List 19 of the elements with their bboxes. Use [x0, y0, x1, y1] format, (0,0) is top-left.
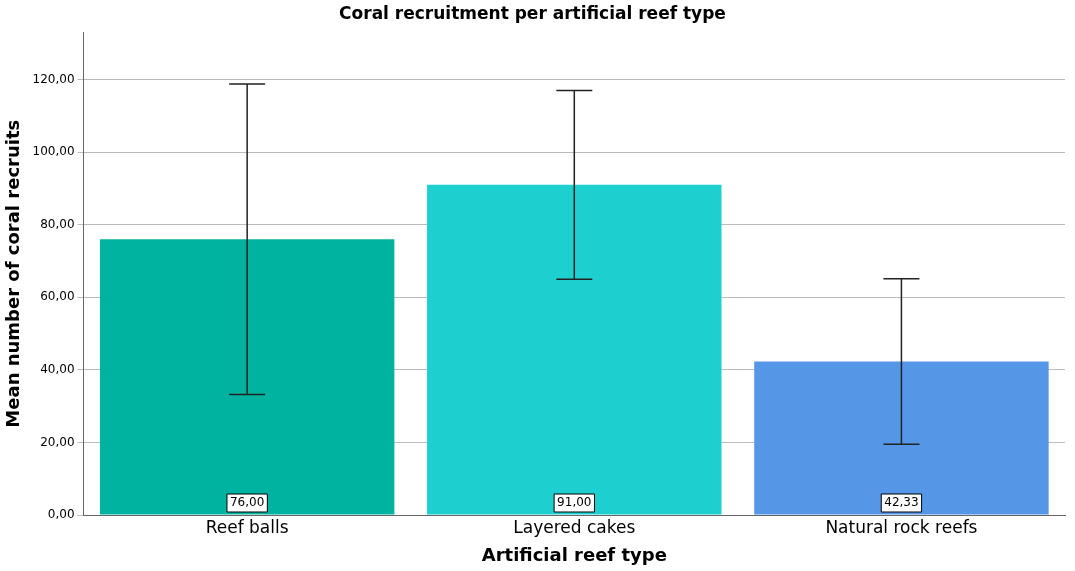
x-tick-label: Layered cakes: [513, 516, 636, 537]
data-label: 76,00: [229, 495, 265, 510]
y-tick-label: 20,00: [40, 434, 75, 449]
y-tick-label: 60,00: [40, 289, 75, 304]
x-tick-label: Natural rock reefs: [825, 516, 978, 537]
chart-title: Coral recruitment per artificial reef type: [339, 2, 726, 23]
bar: [99, 239, 395, 515]
bar: [754, 361, 1049, 515]
x-axis-title: Artificial reef type: [481, 543, 667, 565]
y-axis-title: Mean number of coral recruits: [2, 119, 24, 428]
y-tick-label: 120,00: [32, 71, 75, 86]
x-tick-label: Reef balls: [205, 516, 289, 537]
data-label: 91,00: [557, 495, 592, 510]
y-tick-label: 80,00: [40, 216, 75, 231]
data-label: 42,33: [884, 495, 919, 510]
y-tick-label: 100,00: [32, 144, 75, 159]
y-tick-label: 0,00: [47, 507, 75, 522]
y-tick-label: 40,00: [40, 361, 75, 376]
bar: [427, 184, 722, 515]
